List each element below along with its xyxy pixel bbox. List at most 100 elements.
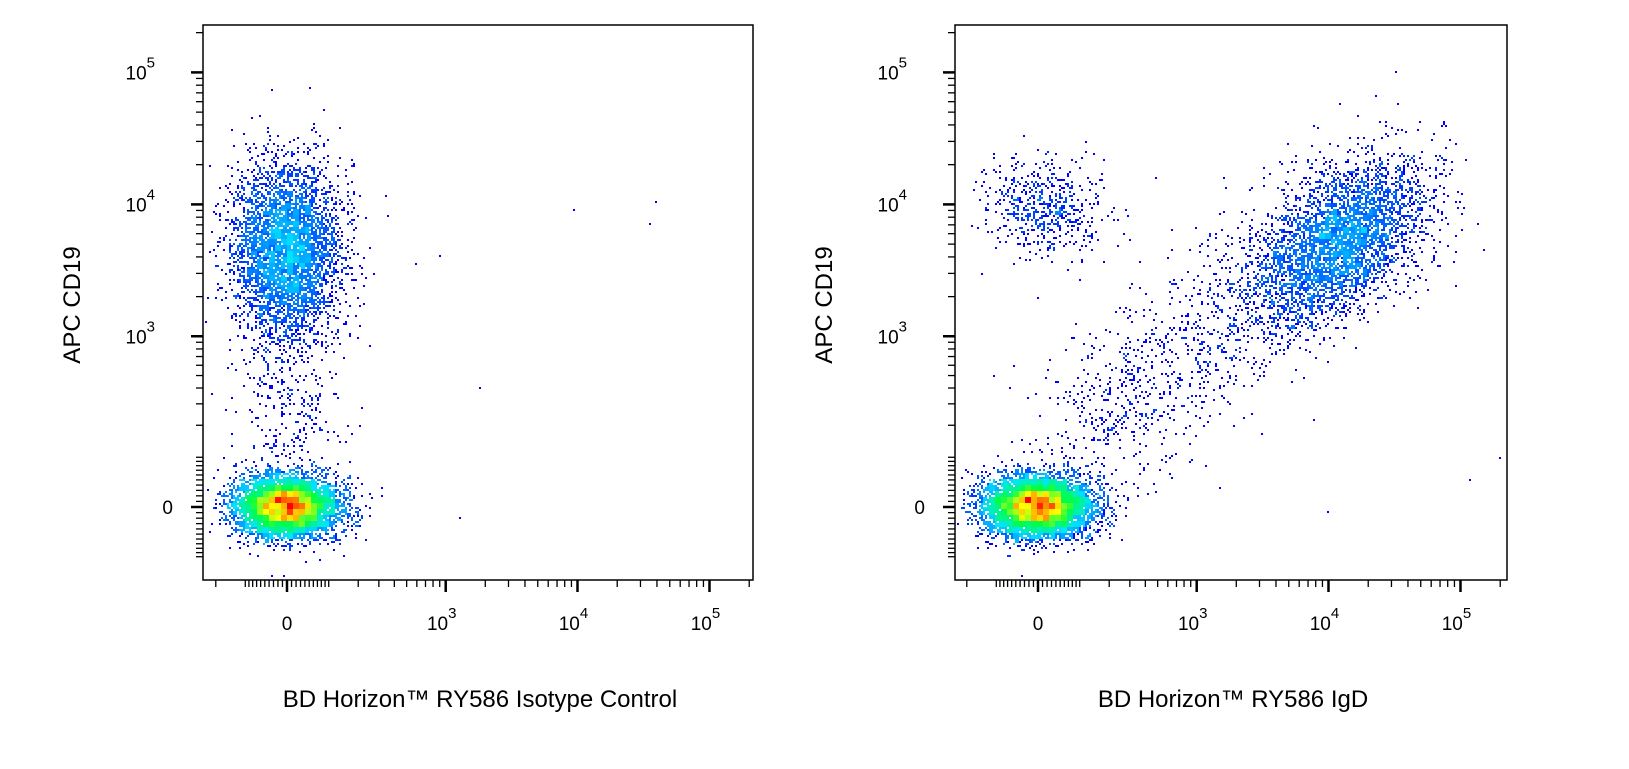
event-dot bbox=[281, 169, 283, 171]
event-dot bbox=[265, 185, 267, 187]
event-dot bbox=[319, 519, 321, 521]
event-dot bbox=[277, 293, 279, 295]
event-dot bbox=[269, 271, 271, 273]
event-dot bbox=[315, 281, 317, 283]
event-dot bbox=[267, 215, 269, 217]
event-dot bbox=[291, 183, 293, 185]
event-dot bbox=[263, 201, 265, 203]
event-dot bbox=[279, 497, 281, 499]
event-dot bbox=[273, 537, 275, 539]
event-dot bbox=[311, 529, 313, 531]
event-dot bbox=[315, 523, 317, 525]
event-dot bbox=[283, 495, 285, 497]
event-dot bbox=[329, 315, 331, 317]
event-dot bbox=[293, 321, 295, 323]
event-dot bbox=[215, 265, 217, 267]
event-dot bbox=[309, 249, 311, 251]
event-dot bbox=[313, 529, 315, 531]
event-dot bbox=[1025, 521, 1027, 523]
event-dot bbox=[291, 513, 293, 515]
event-dot bbox=[331, 245, 333, 247]
event-dot bbox=[243, 281, 245, 283]
event-dot bbox=[273, 479, 275, 481]
event-dot bbox=[343, 267, 345, 269]
event-dot bbox=[251, 221, 253, 223]
event-dot bbox=[249, 281, 251, 283]
event-dot bbox=[321, 225, 323, 227]
event-dot bbox=[295, 317, 297, 319]
event-dot bbox=[655, 201, 657, 203]
event-dot bbox=[313, 215, 315, 217]
event-dot bbox=[315, 291, 317, 293]
event-dot bbox=[339, 505, 341, 507]
event-dot bbox=[225, 519, 227, 521]
event-dot bbox=[251, 243, 253, 245]
event-dot bbox=[303, 537, 305, 539]
event-dot bbox=[299, 493, 301, 495]
event-dot bbox=[335, 215, 337, 217]
y-axis-title: APC CD19 bbox=[811, 246, 838, 363]
event-dot bbox=[265, 213, 267, 215]
event-dot bbox=[295, 271, 297, 273]
event-dot bbox=[239, 521, 241, 523]
event-dot bbox=[287, 175, 289, 177]
event-dot bbox=[249, 151, 251, 153]
event-dot bbox=[311, 483, 313, 485]
event-dot bbox=[335, 491, 337, 493]
event-dot bbox=[243, 239, 245, 241]
event-dot bbox=[307, 255, 309, 257]
event-dot bbox=[271, 531, 273, 533]
event-dot bbox=[277, 275, 279, 277]
event-dot bbox=[297, 223, 299, 225]
event-dot bbox=[323, 515, 325, 517]
event-dot bbox=[291, 287, 293, 289]
event-dot bbox=[229, 523, 231, 525]
event-dot bbox=[319, 515, 321, 517]
event-dot bbox=[283, 523, 285, 525]
event-dot bbox=[267, 373, 269, 375]
event-dot bbox=[361, 517, 363, 519]
event-dot bbox=[279, 219, 281, 221]
event-dot bbox=[261, 521, 263, 523]
event-dot bbox=[303, 231, 305, 233]
event-dot bbox=[309, 311, 311, 313]
event-dot bbox=[283, 275, 285, 277]
event-dot bbox=[291, 375, 293, 377]
event-dot bbox=[297, 435, 299, 437]
event-dot bbox=[251, 257, 253, 259]
event-dot bbox=[245, 491, 247, 493]
event-dot bbox=[317, 225, 319, 227]
event-dot bbox=[269, 247, 271, 249]
event-dot bbox=[279, 255, 281, 257]
event-dot bbox=[333, 253, 335, 255]
event-dot bbox=[307, 241, 309, 243]
event-dot bbox=[271, 231, 273, 233]
event-dot bbox=[267, 255, 269, 257]
event-dot bbox=[253, 223, 255, 225]
event-dot bbox=[263, 359, 265, 361]
event-dot bbox=[283, 193, 285, 195]
event-dot bbox=[241, 197, 243, 199]
event-dot bbox=[281, 285, 283, 287]
event-dot bbox=[305, 497, 307, 499]
event-dot bbox=[247, 149, 249, 151]
event-dot bbox=[313, 507, 315, 509]
event-dot bbox=[295, 321, 297, 323]
event-dot bbox=[303, 511, 305, 513]
event-dot bbox=[297, 213, 299, 215]
event-dot bbox=[309, 199, 311, 201]
event-dot bbox=[263, 531, 265, 533]
event-dot bbox=[271, 315, 273, 317]
event-dot bbox=[251, 267, 253, 269]
event-dot bbox=[309, 301, 311, 303]
event-dot bbox=[253, 269, 255, 271]
event-dot bbox=[325, 193, 327, 195]
event-dot bbox=[271, 209, 273, 211]
event-dot bbox=[285, 515, 287, 517]
event-dot bbox=[321, 527, 323, 529]
event-dot bbox=[309, 283, 311, 285]
event-dot bbox=[291, 495, 293, 497]
event-dot bbox=[285, 321, 287, 323]
event-dot bbox=[275, 161, 277, 163]
event-dot bbox=[279, 531, 281, 533]
